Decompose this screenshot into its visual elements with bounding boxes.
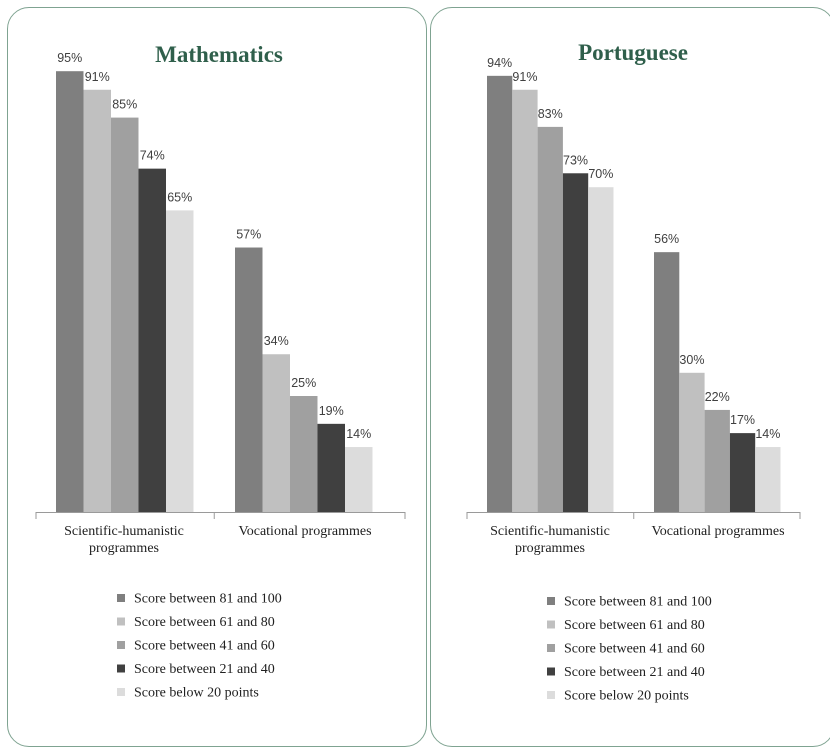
legend-swatch — [117, 594, 125, 602]
data-label: 74% — [140, 149, 165, 163]
chart-title: Mathematics — [155, 42, 283, 67]
chart-title: Portuguese — [578, 40, 688, 65]
category-label: Vocational programmes — [651, 524, 784, 539]
legend-swatch — [547, 597, 555, 605]
bar — [235, 247, 263, 512]
data-label: 70% — [588, 167, 613, 181]
legend-swatch — [547, 620, 555, 629]
bar — [345, 447, 373, 512]
category-label-line: Vocational programmes — [238, 524, 371, 539]
bar — [317, 423, 345, 512]
data-label: 57% — [236, 228, 261, 242]
category-label: Scientific-humanistic programmes — [64, 524, 184, 556]
data-label: 30% — [679, 353, 704, 367]
category-label: Scientific-humanistic programmes — [490, 524, 610, 556]
legend-entry: Score between 21 and 40 — [134, 662, 275, 677]
portuguese-chart: Portuguese 94% 56% 91% 30% 83% 22% 73% 17% 70% 14%… — [466, 40, 801, 704]
legend-entry: Score between 41 and 60 — [564, 642, 705, 657]
data-label: 14% — [346, 427, 371, 441]
data-label: 85% — [112, 98, 137, 112]
data-label: 22% — [705, 390, 730, 404]
bar — [83, 89, 111, 512]
bar — [512, 89, 538, 512]
legend-swatch — [547, 644, 555, 652]
bar — [729, 433, 756, 512]
bar — [755, 447, 781, 512]
bar — [56, 71, 84, 512]
bar — [679, 372, 705, 512]
bar — [487, 75, 513, 512]
legend-entry: Score between 81 and 100 — [134, 592, 282, 607]
bar — [166, 210, 194, 512]
bar — [588, 187, 614, 512]
bar — [290, 396, 318, 512]
bar — [537, 126, 563, 512]
legend-swatch — [117, 688, 125, 696]
legend-entry: Score between 61 and 80 — [564, 618, 705, 633]
data-label: 14% — [755, 427, 780, 441]
legend-swatch — [117, 617, 125, 626]
data-label: 95% — [57, 51, 82, 65]
category-label-line: Scientific-humanistic — [490, 524, 610, 539]
bar — [654, 252, 680, 512]
bar — [262, 354, 290, 512]
category-label-line: Vocational programmes — [651, 524, 784, 539]
legend-swatch — [117, 664, 125, 673]
data-label: 91% — [85, 70, 110, 84]
category-label: Vocational programmes — [238, 524, 371, 539]
legend-swatch — [547, 667, 555, 676]
mathematics-chart: Mathematics 95% 57% 91% 34% 85% 25% 74% 19% 65% 14… — [35, 42, 406, 701]
legend-entry: Score below 20 points — [564, 689, 689, 704]
data-label: 25% — [291, 376, 316, 390]
legend-entry: Score between 81 and 100 — [564, 595, 712, 610]
data-label: 17% — [730, 413, 755, 427]
legend-swatch — [117, 641, 125, 649]
data-label: 91% — [512, 70, 537, 84]
bar — [562, 173, 589, 512]
bar — [704, 409, 730, 512]
data-label: 94% — [487, 56, 512, 70]
data-label: 56% — [654, 232, 679, 246]
data-label: 83% — [538, 107, 563, 121]
category-label-line: programmes — [515, 541, 585, 556]
data-label: 73% — [563, 153, 588, 167]
legend-entry: Score between 21 and 40 — [564, 665, 705, 680]
bar — [111, 117, 139, 512]
data-label: 65% — [167, 190, 192, 204]
data-label: 34% — [264, 334, 289, 348]
data-label: 19% — [319, 404, 344, 418]
legend-entry: Score between 61 and 80 — [134, 615, 275, 630]
bar — [138, 168, 166, 512]
category-label-line: Scientific-humanistic — [64, 524, 184, 539]
legend-entry: Score between 41 and 60 — [134, 639, 275, 654]
category-label-line: programmes — [89, 541, 159, 556]
legend-swatch — [547, 691, 555, 699]
legend-entry: Score below 20 points — [134, 686, 259, 701]
